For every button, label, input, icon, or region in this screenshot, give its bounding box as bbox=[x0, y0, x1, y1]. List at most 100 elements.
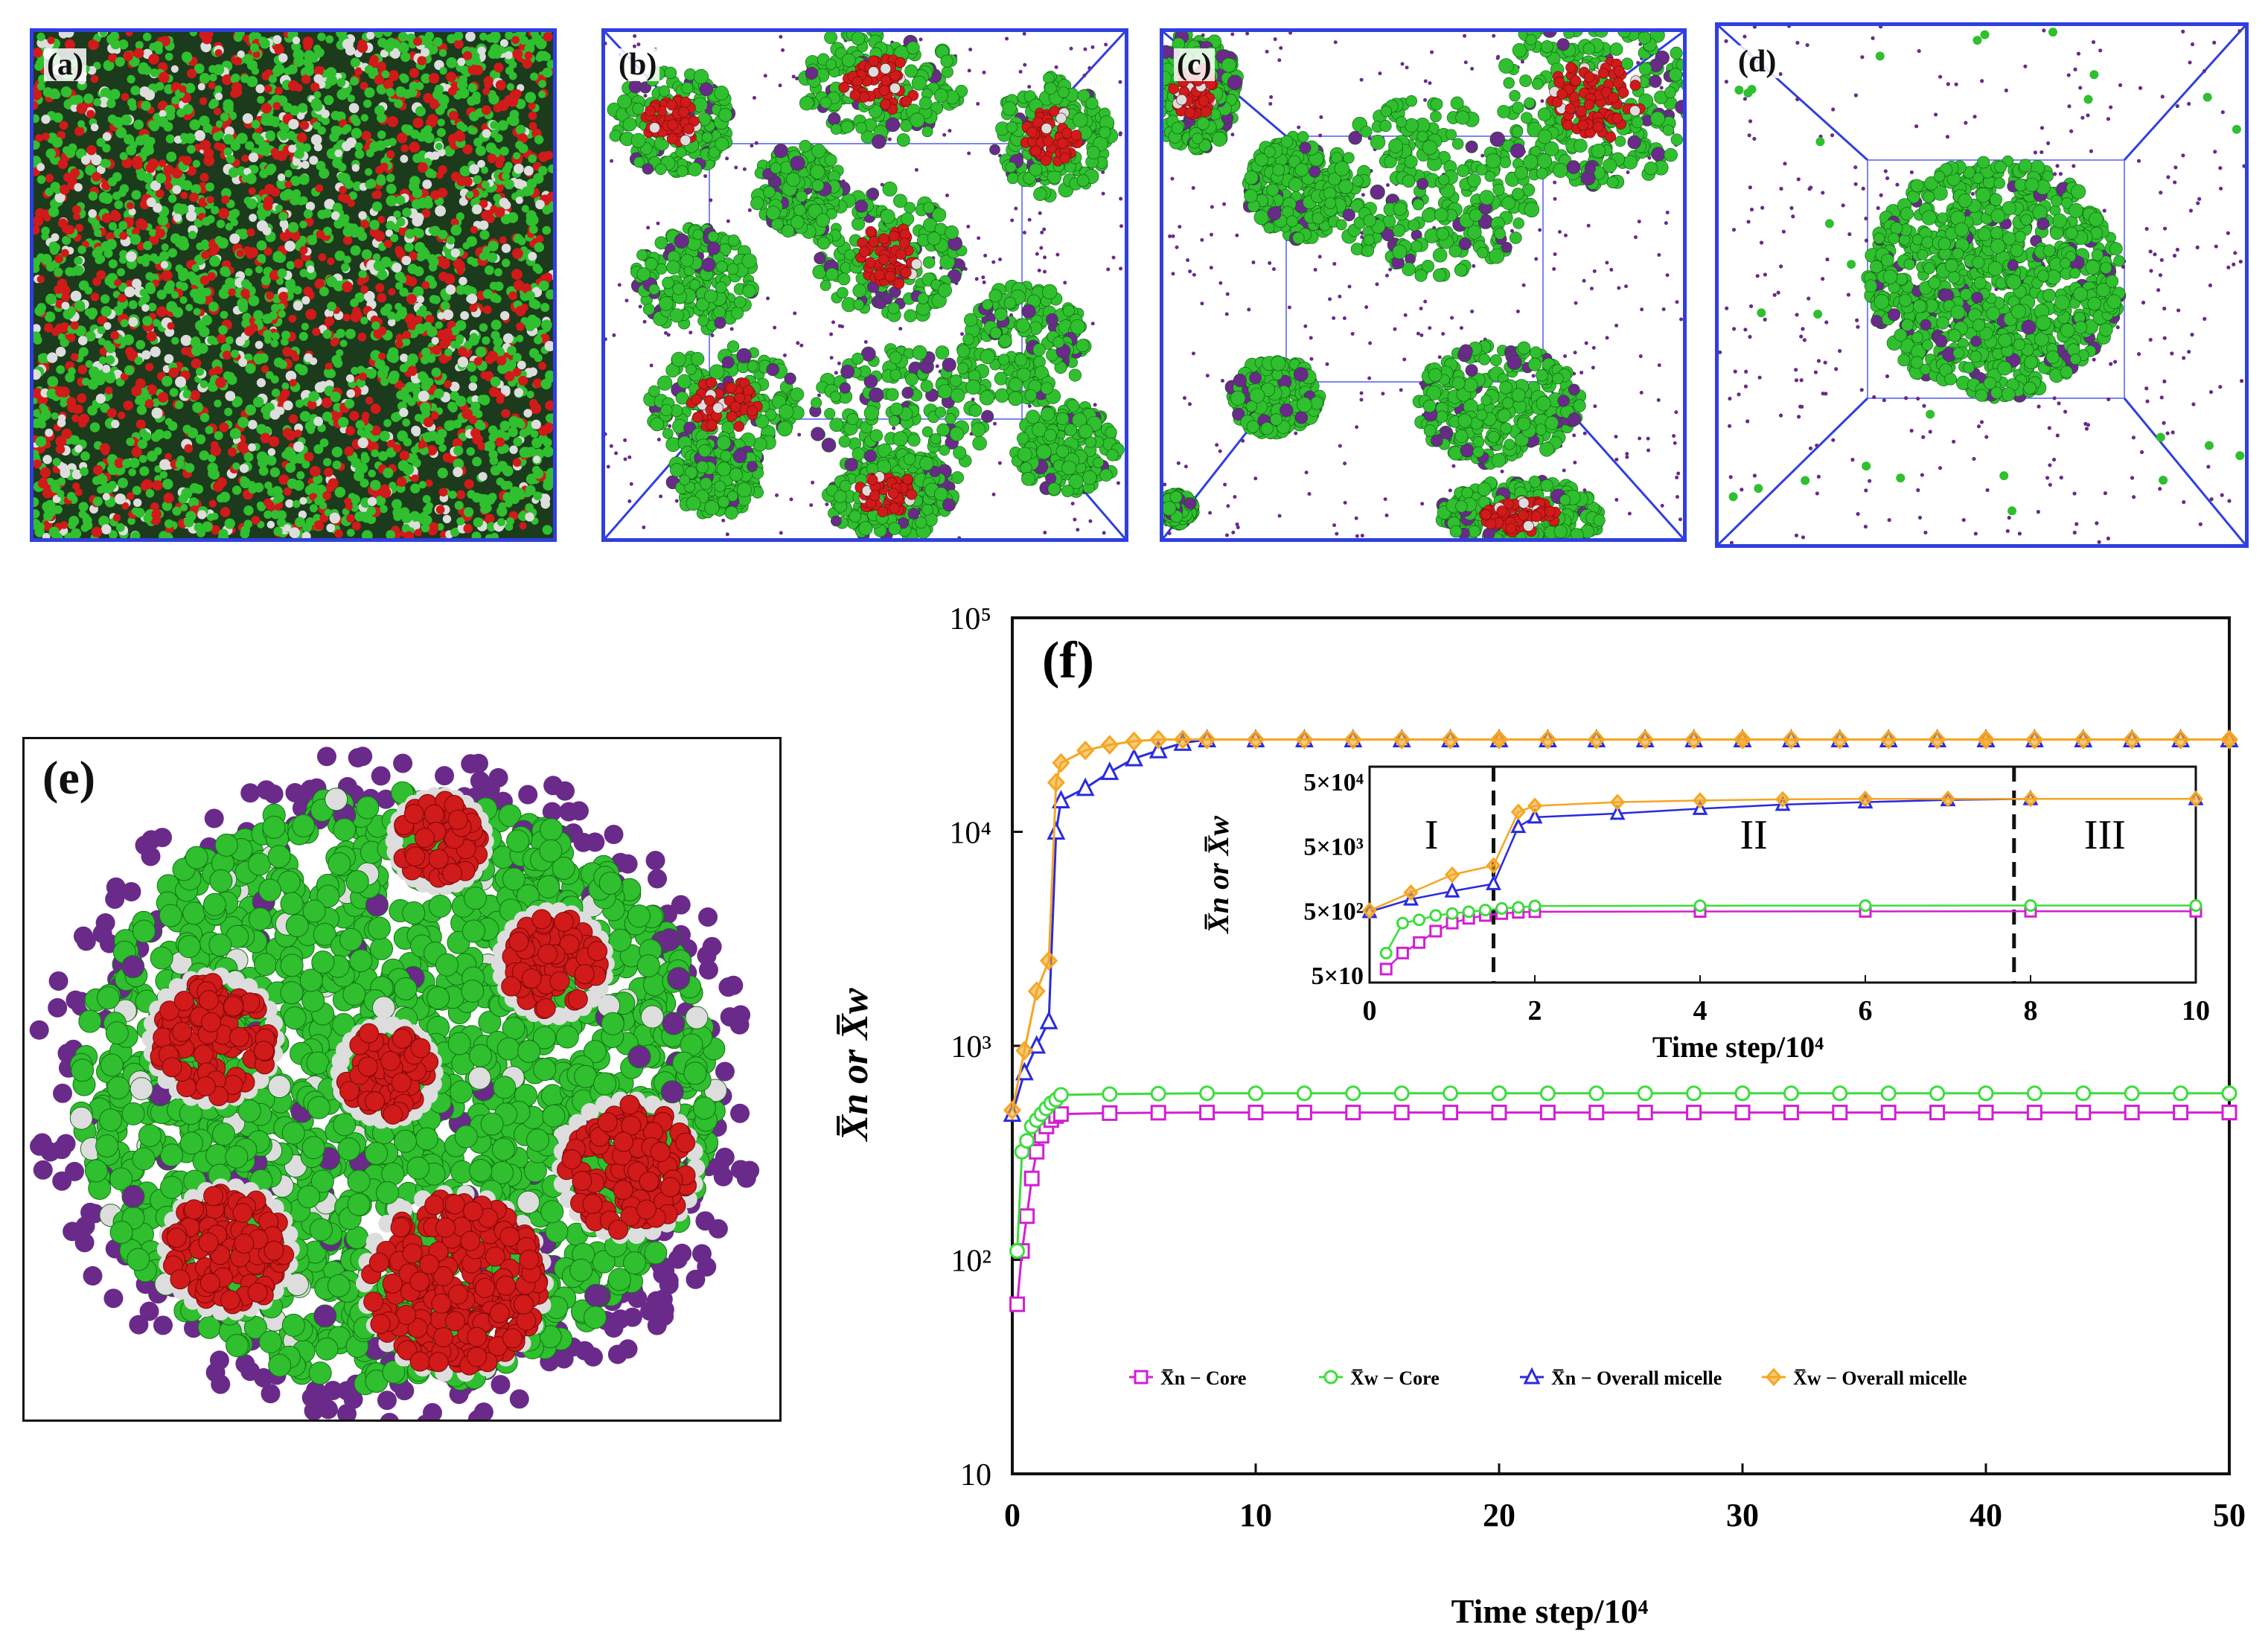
data-point-circle bbox=[1734, 1085, 1751, 1102]
data-point-triangle bbox=[1403, 890, 1419, 906]
data-point-diamond bbox=[1775, 791, 1791, 808]
data-point-square bbox=[1734, 1105, 1751, 1121]
panel-e-micelle: (e) bbox=[22, 737, 782, 1422]
data-point-circle bbox=[1043, 1095, 1059, 1111]
data-point-diamond bbox=[1976, 729, 1996, 750]
inset-series-line bbox=[1369, 797, 2196, 912]
data-point-triangle bbox=[2188, 789, 2204, 805]
x-tick-label: 20 bbox=[1483, 1497, 1515, 1533]
data-point-circle bbox=[2024, 898, 2037, 912]
data-point-square bbox=[1429, 925, 1443, 938]
data-point-diamond bbox=[1052, 753, 1070, 773]
data-point-circle bbox=[1038, 1100, 1055, 1117]
data-point-triangle bbox=[1635, 729, 1655, 747]
data-point-circle bbox=[1150, 1085, 1166, 1102]
series-line bbox=[1011, 738, 2229, 1115]
data-point-circle bbox=[1686, 1085, 1702, 1102]
data-point-square bbox=[1539, 1105, 1556, 1121]
data-point-square bbox=[1413, 936, 1426, 949]
data-point-diamond bbox=[1403, 884, 1419, 901]
data-point-diamond bbox=[1928, 729, 1946, 750]
data-point-circle bbox=[1693, 899, 1707, 913]
data-point-square bbox=[1929, 1105, 1946, 1121]
data-point-triangle bbox=[1830, 729, 1850, 747]
panel-b-label: (b) bbox=[616, 48, 660, 81]
data-point-square bbox=[1009, 1296, 1026, 1312]
panel-a-snapshot: (a) bbox=[30, 28, 557, 542]
data-point-circle bbox=[1978, 1085, 1994, 1102]
data-point-circle bbox=[1734, 1085, 1751, 1102]
data-point-diamond bbox=[2171, 729, 2190, 750]
data-point-circle bbox=[1495, 901, 1509, 915]
data-point-triangle bbox=[1733, 729, 1752, 747]
data-point-triangle bbox=[1489, 729, 1509, 747]
region-label: III bbox=[2084, 812, 2126, 858]
panel-c-label: (c) bbox=[1174, 48, 1215, 81]
data-point-triangle bbox=[1344, 729, 1363, 747]
data-point-circle bbox=[1345, 1085, 1361, 1102]
data-point-triangle bbox=[1692, 799, 1708, 815]
data-point-triangle bbox=[1015, 1061, 1034, 1081]
data-point-square bbox=[2024, 904, 2037, 918]
data-point-square bbox=[1512, 906, 1525, 919]
data-point-square bbox=[1686, 1105, 1702, 1121]
data-point-diamond bbox=[2025, 729, 2044, 750]
data-point-circle bbox=[1019, 1133, 1035, 1149]
series-diamond bbox=[1003, 729, 2239, 1120]
data-point-triangle bbox=[1486, 875, 1501, 890]
data-point-diamond bbox=[1510, 803, 1526, 820]
data-point-diamond bbox=[1040, 951, 1058, 971]
series-square bbox=[1009, 1105, 2237, 1312]
y-tick-label: 10² bbox=[951, 1245, 991, 1279]
data-point-square bbox=[2221, 1105, 2237, 1121]
data-point-circle bbox=[1393, 1085, 1410, 1102]
data-point-diamond bbox=[2123, 729, 2141, 750]
data-point-circle bbox=[1323, 1370, 1338, 1385]
panel-b-particles bbox=[605, 32, 1125, 538]
data-point-diamond bbox=[1857, 790, 1874, 808]
data-point-diamond bbox=[1100, 735, 1119, 755]
data-point-triangle bbox=[1587, 729, 1606, 747]
data-point-diamond bbox=[1879, 729, 1898, 750]
data-point-triangle bbox=[1781, 729, 1801, 747]
data-point-circle bbox=[2221, 1085, 2237, 1102]
x-tick-label: 50 bbox=[2213, 1497, 2246, 1533]
data-point-triangle bbox=[1198, 729, 1217, 747]
micelle-beads bbox=[29, 747, 760, 1420]
data-point-triangle bbox=[2025, 729, 2044, 747]
data-point-circle bbox=[1248, 1085, 1264, 1102]
data-point-triangle bbox=[1027, 1035, 1047, 1054]
data-point-triangle bbox=[1047, 821, 1066, 840]
y-tick-label: 10⁴ bbox=[949, 817, 991, 851]
data-point-square bbox=[2075, 1105, 2092, 1121]
panel-e-label: (e) bbox=[42, 751, 96, 804]
inset-y-tick-label: 5×10³ bbox=[1303, 834, 1364, 861]
data-point-diamond bbox=[1489, 729, 1509, 750]
region-label: II bbox=[1740, 812, 1768, 858]
data-point-square bbox=[1019, 1208, 1035, 1224]
data-point-square bbox=[1978, 1105, 1994, 1121]
data-point-diamond bbox=[1692, 792, 1708, 809]
data-point-square bbox=[1832, 1105, 1848, 1121]
legend-entry-label: X̅w − Core bbox=[1350, 1367, 1440, 1389]
data-point-square bbox=[1052, 1106, 1069, 1123]
x-tick-label: 40 bbox=[1970, 1497, 2002, 1533]
y-tick-label: 10 bbox=[960, 1458, 991, 1492]
data-point-triangle bbox=[1039, 1010, 1058, 1029]
data-point-square bbox=[1014, 1243, 1030, 1259]
legend-entry-label: X̅w − Overall micelle bbox=[1793, 1367, 1967, 1389]
data-point-diamond bbox=[1444, 866, 1460, 884]
data-point-triangle bbox=[1173, 732, 1192, 751]
data-point-square bbox=[1859, 904, 1872, 918]
data-point-triangle bbox=[1976, 729, 1996, 747]
data-point-circle bbox=[1978, 1085, 1994, 1102]
data-point-square bbox=[1478, 909, 1492, 922]
series-circle bbox=[1009, 1085, 2237, 1259]
data-point-square bbox=[1102, 1105, 1118, 1121]
data-point-circle bbox=[1199, 1085, 1216, 1102]
data-point-diamond bbox=[1295, 729, 1314, 750]
data-point-circle bbox=[1429, 909, 1443, 922]
data-point-diamond bbox=[2022, 790, 2039, 808]
data-point-circle bbox=[1859, 899, 1872, 913]
data-point-circle bbox=[1296, 1085, 1312, 1102]
